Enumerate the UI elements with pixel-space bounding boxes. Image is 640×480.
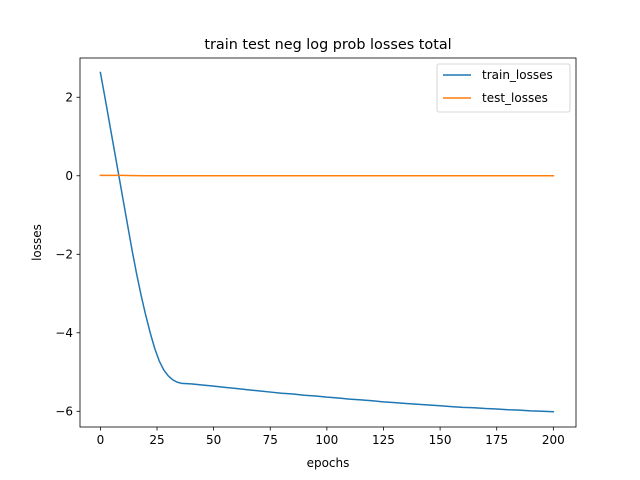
legend-box	[436, 63, 571, 113]
legend-label-train-losses: train_losses	[482, 68, 553, 82]
y-tick-label: 0	[65, 169, 73, 183]
x-tick-label: 50	[206, 433, 221, 447]
legend: train_losses test_losses	[436, 63, 571, 113]
x-tick-label: 0	[97, 433, 105, 447]
chart-title: train test neg log prob losses total	[204, 37, 451, 53]
x-tick-label: 25	[149, 433, 164, 447]
y-tick-label: 2	[65, 91, 73, 105]
x-tick-label: 200	[542, 433, 565, 447]
x-tick-label: 100	[315, 433, 338, 447]
y-axis: −6 −4 −2 0 2	[55, 91, 80, 419]
y-axis-label: losses	[30, 224, 44, 261]
legend-label-test-losses: test_losses	[482, 91, 548, 105]
x-tick-label: 75	[263, 433, 278, 447]
x-axis: 0 25 50 75 100 125 150 175 200	[97, 427, 565, 447]
y-tick-label: −2	[55, 248, 73, 262]
x-axis-label: epochs	[307, 456, 350, 470]
y-tick-label: −4	[55, 326, 73, 340]
plot-frame	[79, 57, 577, 428]
series-layer	[99, 71, 555, 413]
y-tick-label: −6	[55, 405, 73, 419]
x-tick-label: 150	[429, 433, 452, 447]
x-tick-label: 125	[372, 433, 395, 447]
x-tick-label: 175	[485, 433, 508, 447]
plot-area	[80, 58, 576, 427]
series-line-train-losses	[99, 71, 555, 413]
